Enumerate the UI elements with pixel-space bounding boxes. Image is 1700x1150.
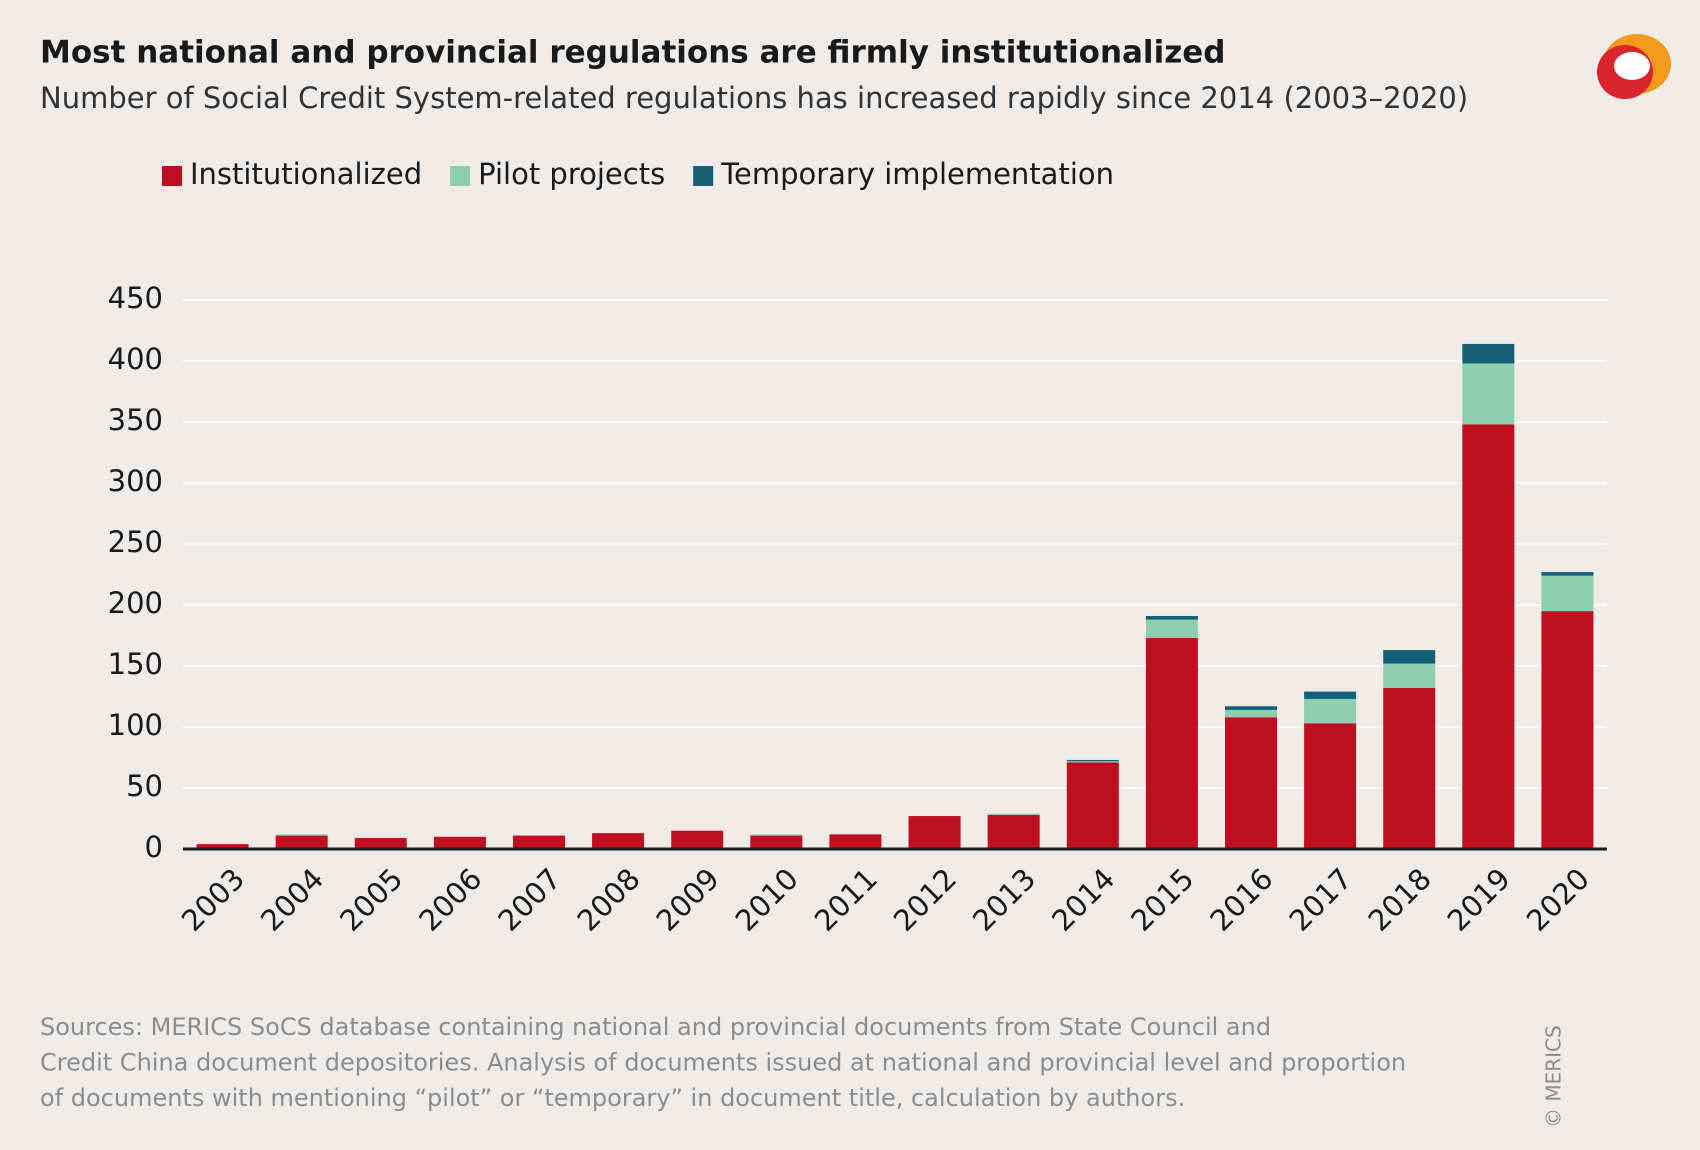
source-line: Sources: MERICS SoCS database containing…	[40, 1013, 1271, 1041]
x-tick-label: 2019	[1441, 862, 1517, 938]
x-tick-label: 2013	[966, 862, 1042, 938]
y-tick-label: 50	[126, 769, 163, 803]
y-tick-label: 100	[108, 708, 163, 742]
x-tick-label: 2016	[1203, 862, 1279, 938]
bar-segment	[987, 813, 1040, 815]
x-tick-label: 2006	[412, 862, 488, 938]
x-tick-label: 2017	[1282, 862, 1358, 938]
y-tick-label: 300	[108, 464, 163, 498]
legend-label: Temporary implementation	[720, 157, 1114, 191]
bar-segment	[1304, 698, 1357, 724]
bar-segment	[275, 834, 328, 836]
x-tick-label: 2014	[1045, 862, 1121, 938]
x-tick-label: 2003	[175, 862, 251, 938]
source-line: of documents with mentioning “pilot” or …	[40, 1084, 1185, 1112]
x-tick-label: 2018	[1362, 862, 1438, 938]
y-tick-label: 150	[108, 647, 163, 681]
y-tick-label: 400	[108, 342, 163, 376]
x-tick-label: 2005	[333, 862, 409, 938]
bar-segment	[1462, 363, 1515, 425]
bar-segment	[1066, 762, 1119, 849]
bar-segment	[908, 816, 961, 849]
legend-swatch	[693, 166, 714, 186]
x-tick-label: 2009	[650, 862, 726, 938]
bar-segment	[1145, 615, 1198, 620]
y-tick-label: 350	[108, 403, 163, 437]
credit: © MERICS	[1542, 1025, 1566, 1128]
bar-segment	[829, 834, 882, 849]
bar-segment	[354, 838, 407, 849]
legend-label: Institutionalized	[190, 157, 422, 191]
x-tick-label: 2012	[887, 862, 963, 938]
x-tick-label: 2015	[1124, 862, 1200, 938]
bar-segment	[1541, 611, 1594, 849]
x-tick-label: 2007	[491, 862, 567, 938]
x-tick-label: 2010	[729, 862, 805, 938]
y-tick-label: 0	[145, 830, 163, 864]
bar-segment	[592, 833, 645, 849]
bar-segment	[1304, 691, 1357, 699]
x-tick-label: 2011	[808, 862, 884, 938]
bar-segment	[1383, 687, 1436, 849]
x-tick-label: 2004	[254, 862, 330, 938]
legend-swatch	[162, 166, 182, 186]
bar-segment	[1145, 637, 1198, 849]
bar-segment	[513, 835, 565, 849]
bar-segment	[1066, 759, 1119, 762]
bar-segment	[275, 835, 328, 849]
chart-title: Most national and provincial regulations…	[40, 35, 1225, 71]
bar-segment	[1541, 572, 1594, 576]
bar-segment	[1066, 761, 1119, 763]
bar-segment	[1462, 424, 1515, 849]
bar-segment	[1225, 709, 1277, 718]
bar-segment	[1225, 717, 1277, 849]
source-line: Credit China document depositories. Anal…	[40, 1049, 1406, 1077]
bar-segment	[433, 836, 486, 849]
legend-label: Pilot projects	[478, 157, 665, 191]
bar-segment	[750, 835, 803, 849]
x-tick-label: 2008	[570, 862, 646, 938]
bar-segment	[1225, 706, 1277, 710]
chart-subtitle: Number of Social Credit System-related r…	[40, 81, 1468, 115]
bar-segment	[750, 834, 803, 836]
bar-segment	[1462, 343, 1515, 364]
y-tick-label: 200	[108, 586, 163, 620]
y-tick-label: 450	[108, 281, 163, 315]
bar-segment	[987, 814, 1040, 849]
bar-segment	[1383, 663, 1436, 688]
logo	[1597, 34, 1671, 99]
x-tick-label: 2020	[1520, 862, 1596, 938]
bar-segment	[196, 844, 249, 849]
legend-swatch	[450, 166, 471, 186]
bar-segment	[1304, 723, 1357, 849]
bar-segment	[1383, 650, 1436, 664]
bar-segment	[1541, 575, 1594, 612]
bar-segment	[1145, 619, 1198, 638]
y-tick-label: 250	[108, 525, 163, 559]
bar-segment	[671, 830, 724, 849]
